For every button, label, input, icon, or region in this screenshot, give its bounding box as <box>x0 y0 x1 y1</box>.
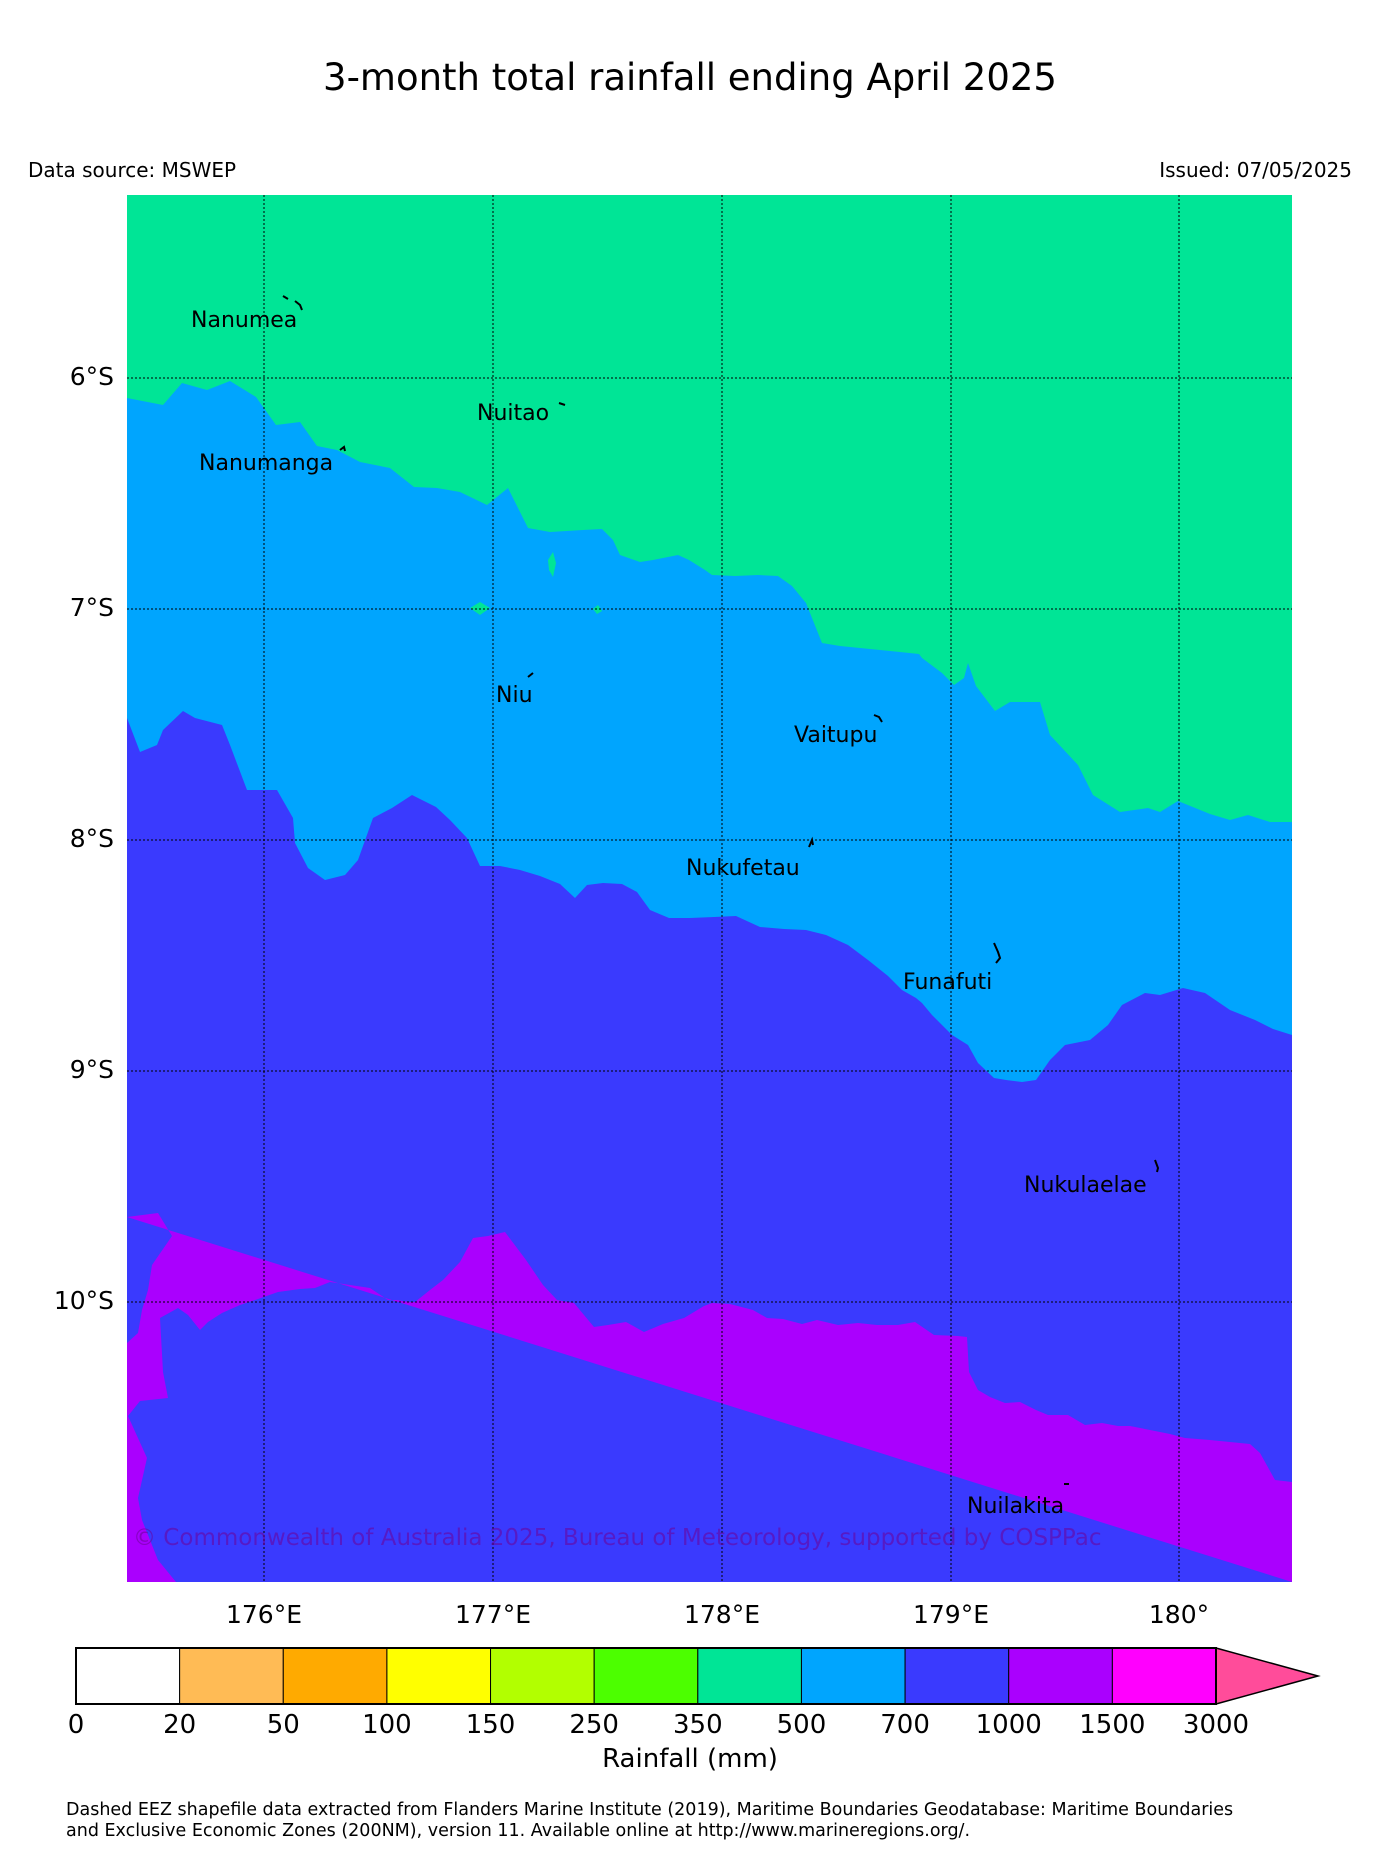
island-label-nukulaelae: Nukulaelae <box>1024 1173 1147 1198</box>
colorbar-tick-label: 500 <box>776 1710 827 1740</box>
island-label-niu: Niu <box>496 683 533 708</box>
colorbar-segment <box>75 1647 181 1705</box>
issued-date-label: Issued: 07/05/2025 <box>1159 158 1352 182</box>
colorbar-segment <box>904 1647 1010 1705</box>
rainfall-region-700-1000 <box>127 711 1292 1582</box>
footnote-line-1: Dashed EEZ shapefile data extracted from… <box>66 1800 1234 1820</box>
latitude-label: 8°S <box>69 824 114 853</box>
latitude-label: 9°S <box>69 1055 114 1084</box>
rainfall-speck <box>548 552 556 577</box>
longitude-label: 178°E <box>683 1600 760 1629</box>
island-outline-nukulaelae <box>1154 1159 1160 1173</box>
island-outline-nuitao <box>558 402 566 406</box>
longitude-label: 177°E <box>454 1600 531 1629</box>
colorbar-tick-label: 700 <box>880 1710 930 1740</box>
island-outline-vaitupu <box>873 714 883 723</box>
colorbar-segment <box>282 1647 388 1705</box>
colorbar-segment <box>1111 1647 1217 1705</box>
colorbar-segment <box>179 1647 284 1705</box>
island-outline-nanumanga <box>339 445 346 452</box>
colorbar-tick-label: 50 <box>266 1710 300 1740</box>
colorbar <box>75 1647 1321 1705</box>
colorbar-outline <box>75 1647 1217 1705</box>
colorbar-tick-label: 1000 <box>975 1710 1042 1740</box>
colorbar-label: Rainfall (mm) <box>602 1744 778 1774</box>
island-label-nuilakita: Nuilakita <box>967 1494 1065 1519</box>
island-outline-niu <box>527 672 534 678</box>
data-source-label: Data source: MSWEP <box>28 158 237 182</box>
rainfall-region-1000-1500 <box>127 1213 1292 1582</box>
colorbar-tick-label: 3000 <box>1182 1710 1250 1740</box>
latitude-label: 6°S <box>69 362 114 391</box>
island-label-nanumea: Nanumea <box>191 308 298 333</box>
latitude-label: 10°S <box>53 1286 114 1315</box>
colorbar-segment <box>490 1647 595 1705</box>
colorbar-tick-label: 250 <box>569 1710 619 1740</box>
colorbar-tick-label: 100 <box>362 1710 412 1740</box>
copyright-notice: © Commonwealth of Australia 2025, Bureau… <box>133 1525 1102 1551</box>
colorbar-segment <box>593 1647 699 1705</box>
island-outline-nanumea <box>282 295 303 311</box>
island-label-vaitupu: Vaitupu <box>794 723 878 748</box>
colorbar-extend-arrow <box>1215 1647 1321 1705</box>
colorbar-tick-label: 350 <box>672 1710 723 1740</box>
colorbar-tick-label: 1500 <box>1079 1710 1146 1740</box>
longitude-label: 179°E <box>912 1600 989 1629</box>
colorbar-segment <box>1008 1647 1113 1705</box>
island-outline-funafuti <box>993 942 1002 964</box>
rainfall-speck <box>593 605 602 614</box>
island-label-funafuti: Funafuti <box>903 970 993 995</box>
colorbar-tick-label: 0 <box>67 1710 85 1740</box>
colorbar-segment <box>800 1647 906 1705</box>
colorbar-segment <box>386 1647 492 1705</box>
longitude-label: 176°E <box>225 1600 302 1629</box>
island-label-nuitao: Nuitao <box>477 401 550 426</box>
footnote: Dashed EEZ shapefile data extracted from… <box>66 1800 1366 1842</box>
colorbar-tick-label: 20 <box>163 1710 197 1740</box>
longitude-label: 180° <box>1148 1600 1210 1629</box>
colorbar-tick-label: 150 <box>465 1710 516 1740</box>
island-label-nukufetau: Nukufetau <box>686 856 800 881</box>
footnote-line-2: and Exclusive Economic Zones (200NM), ve… <box>66 1821 971 1841</box>
island-label-nanumanga: Nanumanga <box>199 451 334 476</box>
latitude-label: 7°S <box>69 593 114 622</box>
page-title: 3-month total rainfall ending April 2025 <box>323 56 1057 99</box>
colorbar-segment <box>697 1647 802 1705</box>
